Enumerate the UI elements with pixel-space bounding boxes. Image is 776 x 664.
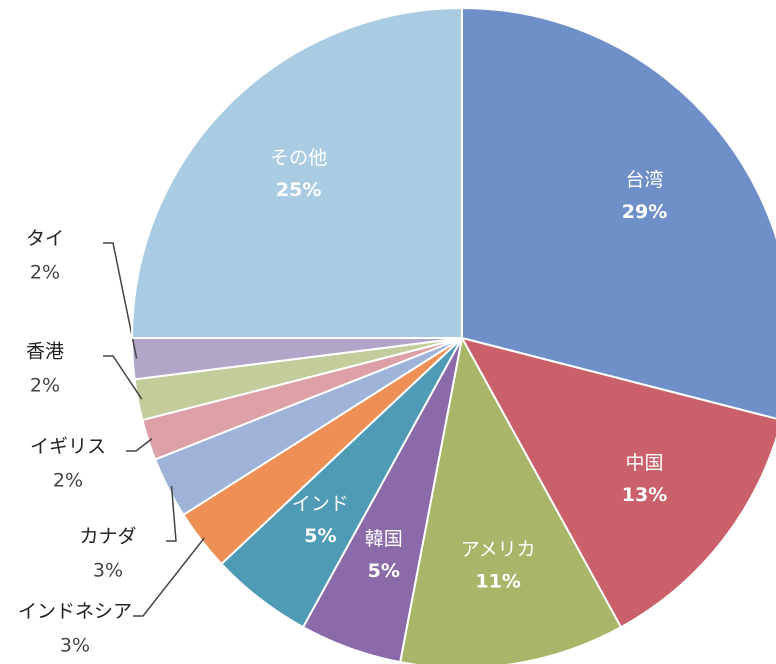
slice-label: 台湾 xyxy=(626,169,664,191)
slice-label: イギリス xyxy=(30,436,106,458)
slice-label: タイ xyxy=(26,228,64,250)
leader-line xyxy=(133,537,205,617)
pie-slice xyxy=(461,6,776,420)
slice-value-label: 2% xyxy=(53,470,83,492)
leader-line xyxy=(103,242,138,359)
slice-value-label: 2% xyxy=(30,375,60,397)
slice-label: 韓国 xyxy=(365,528,403,550)
slice-value-label: 25% xyxy=(276,179,321,201)
slice-label: アメリカ xyxy=(461,539,536,561)
slice-label: インド xyxy=(292,493,349,515)
pie-slice xyxy=(460,336,776,629)
slice-label: その他 xyxy=(270,147,327,169)
slice-value-label: 5% xyxy=(368,560,400,582)
leader-line xyxy=(103,355,143,400)
slice-value-label: 29% xyxy=(622,201,667,223)
leader-line xyxy=(126,438,153,452)
slice-label: 中国 xyxy=(626,452,664,474)
slice-value-label: 13% xyxy=(622,484,667,506)
slice-value-label: 3% xyxy=(93,560,123,582)
slice-value-label: 3% xyxy=(60,635,90,657)
slice-value-label: 2% xyxy=(30,262,60,284)
slice-label: インドネシア xyxy=(18,601,132,623)
pie-slice xyxy=(130,6,463,339)
slice-label: 香港 xyxy=(26,341,64,363)
slice-value-label: 5% xyxy=(304,525,336,547)
leader-line xyxy=(166,485,177,542)
slice-value-label: 11% xyxy=(475,571,520,593)
slice-label: カナダ xyxy=(79,526,136,548)
